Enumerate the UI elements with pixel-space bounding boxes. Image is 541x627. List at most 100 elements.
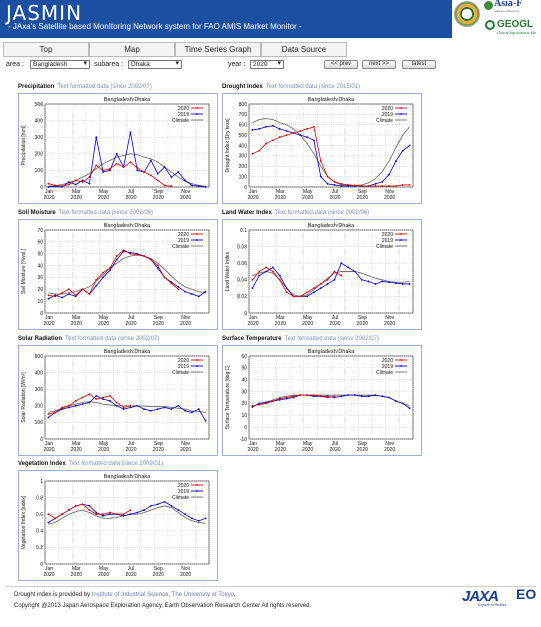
x-tick-year: 2020: [357, 195, 368, 201]
x-tick-label: Sep: [154, 189, 163, 195]
x-tick-label: Jan: [45, 315, 53, 321]
app-title: JASMIN: [6, 1, 83, 25]
x-tick-label: Jul: [128, 441, 134, 447]
x-tick-year: 2020: [153, 321, 164, 327]
legend-label: 2020: [382, 232, 393, 238]
series-2020-point: [81, 288, 84, 291]
series-2019-point: [401, 402, 404, 405]
tab-data-source[interactable]: Data Source: [261, 42, 347, 57]
y-axis-label: Surface Temperature [deg C]: [225, 365, 231, 430]
next-button[interactable]: next >>: [362, 60, 396, 69]
series-2019-point: [367, 395, 370, 398]
series-2020-point: [109, 511, 111, 514]
series-2020-point: [258, 270, 261, 273]
series-2020-point: [292, 132, 295, 134]
y-tick-label: 0.02: [237, 294, 247, 300]
series-2020-point: [285, 396, 288, 399]
series-2020-point: [333, 395, 336, 398]
series-2020-point: [115, 162, 118, 165]
asia-logo-icon[interactable]: Asia-F Asia Food Security: [484, 0, 541, 14]
series-2020-point: [68, 183, 70, 186]
panel-title-text: Soil Moisture: [18, 210, 56, 216]
series-2019-point: [354, 394, 356, 397]
subarea-select[interactable]: Dhaka ▾: [128, 60, 182, 69]
header-bar: JASMIN - JAxa's Satellite based MonItori…: [0, 0, 452, 38]
x-tick-label: Mar: [72, 441, 81, 447]
y-axis-label: Vegetation Index [index]: [21, 495, 27, 549]
jaxa-logo-icon[interactable]: JAXA Explore to Realize: [462, 588, 512, 608]
series-2019-point: [156, 172, 159, 175]
tab-map[interactable]: Map: [89, 42, 175, 57]
prev-button[interactable]: << prev: [324, 60, 358, 69]
footer-credit-link[interactable]: Institute of Industrial Science, The Uni…: [91, 592, 234, 598]
y-tick-label: 800: [239, 102, 248, 108]
series-2019-point: [156, 408, 159, 411]
x-tick-year: 2020: [275, 195, 286, 201]
series-2020-point: [109, 394, 111, 397]
legend-marker: [196, 239, 198, 241]
series-2020-point: [360, 185, 363, 187]
series-2020-point: [47, 413, 50, 415]
y-tick-label: 1: [40, 479, 43, 485]
series-2019-point: [102, 276, 104, 279]
legend-label: 2020: [178, 483, 189, 489]
eo-logo-text[interactable]: EO: [516, 586, 537, 602]
series-2020-point: [61, 291, 63, 294]
text-data-link[interactable]: Text formatted data (since 2015/01): [265, 84, 361, 90]
series-2019-point: [285, 287, 288, 289]
series-2019-point: [326, 283, 329, 285]
series-2020-point: [150, 174, 152, 177]
series-2019-point: [395, 282, 397, 285]
series-2019-point: [156, 503, 159, 506]
text-data-link[interactable]: Text formatted data (since 2002/07): [284, 336, 379, 342]
series-2019-point: [184, 513, 186, 516]
tab-time-series-graph[interactable]: Time Series Graph: [175, 42, 261, 57]
series-2020-point: [61, 185, 63, 188]
y-tick-label: -10: [240, 437, 247, 443]
series-2020-point: [95, 398, 98, 401]
x-tick-label: Mar: [276, 189, 285, 195]
series-2019-point: [136, 169, 139, 172]
y-tick-label: 30: [37, 275, 43, 281]
series-2019-point: [340, 395, 343, 398]
text-data-link[interactable]: Text formatted data (since 2002/06): [274, 210, 370, 216]
y-tick-label: 200: [239, 164, 248, 170]
text-data-link[interactable]: Text formatted data (since 2009/01): [68, 461, 164, 467]
tab-top[interactable]: Top: [3, 42, 89, 57]
legend-label: Climate: [376, 118, 393, 124]
series-2019-line: [252, 125, 410, 187]
series-2019-point: [265, 270, 267, 273]
amis-logo-icon[interactable]: [454, 1, 480, 27]
year-select[interactable]: 2020 ▾: [250, 60, 284, 69]
text-data-link[interactable]: Text formatted data (since 2002/06): [58, 210, 154, 216]
series-2019-point: [381, 280, 384, 283]
panel-surftemp: Surface Temperature Text formatted data (…: [222, 336, 422, 456]
geoglam-logo-icon[interactable]: GEOGL Global Agricultural Mo: [484, 19, 541, 37]
latest-button[interactable]: latest: [402, 60, 436, 69]
series-2019-point: [74, 404, 77, 407]
series-2020-point: [340, 274, 343, 277]
x-tick-label: May: [99, 315, 109, 321]
chart-box: Bangladesh:Dhaka -10 0 10 20 30 40 50 60 Jan 2020 M…: [222, 345, 422, 456]
series-2020-point: [129, 509, 132, 511]
series-2020-point: [61, 406, 63, 409]
y-tick-label: 0: [244, 311, 247, 317]
series-2020-point: [272, 139, 274, 142]
series-2019-point: [360, 278, 363, 281]
panel-drought: Drought Index Text formatted data (since …: [222, 84, 422, 204]
series-2020-point: [88, 393, 91, 396]
series-2019-point: [285, 130, 288, 132]
chart-box: Bangladesh:Dhaka 0 100 200 300 400 500 Jan 2020 M…: [18, 345, 218, 456]
text-data-link[interactable]: Text formatted data (since 2002/07): [57, 84, 152, 90]
chart-surftemp: Bangladesh:Dhaka-100102030405060Jan2020M…: [225, 349, 414, 453]
series-2020-point: [115, 255, 118, 257]
series-2019-point: [191, 184, 193, 187]
area-select[interactable]: Bangladesh ▾: [30, 60, 90, 69]
x-tick-year: 2020: [98, 321, 109, 327]
text-data-link[interactable]: Text formatted data (since 2002/07): [65, 336, 160, 342]
series-2019-point: [258, 274, 261, 277]
series-2019-point: [367, 280, 370, 283]
chevron-down-icon: ▾: [175, 60, 179, 67]
x-tick-year: 2020: [153, 572, 164, 578]
y-tick-label: 300: [239, 154, 248, 160]
